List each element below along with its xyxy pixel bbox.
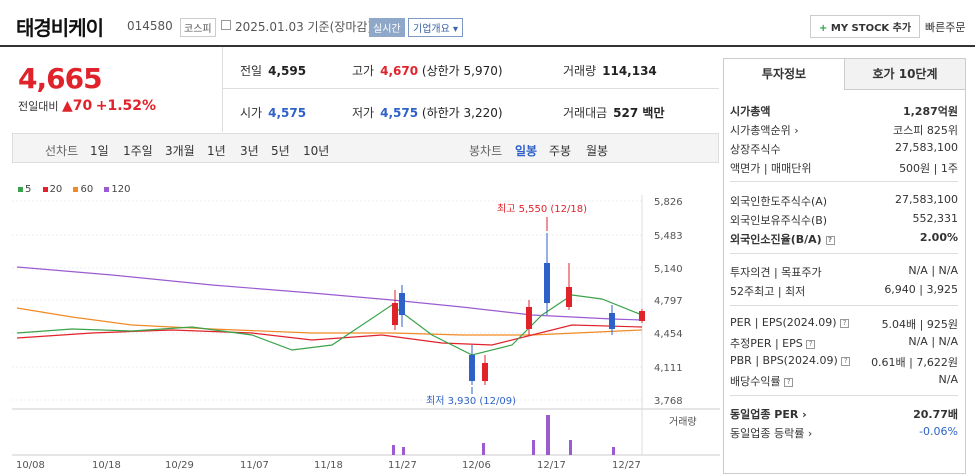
info-row: 외국인보유주식수(B) 552,331 [730,212,958,227]
info-row[interactable]: 동일업종 등락률 › -0.06% [730,425,958,440]
period-1w[interactable]: 1주일 [123,144,153,158]
current-price: 4,665 [18,62,103,95]
mystock-add-button[interactable]: + MY STOCK 추가 [810,15,921,38]
low-annotation: 최저 3,930 (12/09) [426,395,516,407]
candle-weekly[interactable]: 주봉 [549,144,572,158]
info-row: 외국인소진율(B/A) ? 2.00% [730,231,958,246]
candle-chart-label: 봉차트 [469,144,503,158]
info-row[interactable]: 시가총액순위 › 코스피 825위 [730,124,958,137]
svg-text:3,768: 3,768 [654,396,683,407]
info-row: PER | EPS(2024.09) ? 5.04배 | 925원 [730,316,958,331]
info-row: 외국인한도주식수(A) 27,583,100 [730,193,958,208]
legend-ma60: 60 [73,184,93,195]
legend-ma20: 20 [42,184,62,195]
price-change: 전일대비 ▲70 +1.52% [18,98,157,114]
svg-text:11/27: 11/27 [388,460,417,471]
svg-text:4,797: 4,797 [654,296,683,307]
candle-monthly[interactable]: 월봉 [586,144,609,158]
help-icon[interactable]: ? [784,377,794,387]
svg-text:10/29: 10/29 [165,460,194,471]
period-5y[interactable]: 5년 [271,144,290,158]
price-chart[interactable]: 최고 5,550 (12/18) 최저 3,930 (12/09) 5,826 5… [12,195,720,474]
info-row: 액면가 | 매매단위 500원 | 1주 [730,162,958,175]
line-chart-label: 선차트 [45,144,79,158]
svg-text:10/18: 10/18 [92,460,121,471]
prev-close: 전일 4,595 [240,64,307,78]
svg-text:10/08: 10/08 [16,460,45,471]
base-date: 2025.01.03 기준(장마감) [235,20,373,34]
open-price: 시가 4,575 [240,106,307,120]
candle-daily[interactable]: 일봉 [515,144,538,158]
info-row: 52주최고 | 최저 6,940 | 3,925 [730,283,958,298]
divider [730,253,958,254]
divider [222,88,719,89]
period-3m[interactable]: 3개월 [165,144,195,158]
legend-ma120: 120 [104,184,131,195]
high-annotation: 최고 5,550 (12/18) [497,203,587,215]
info-row: 상장주식수 27,583,100 [730,141,958,156]
divider [0,45,975,47]
realtime-button[interactable]: 실시간 [369,18,405,37]
help-icon[interactable]: ? [806,339,816,349]
stock-title: 태경비케이 [16,16,104,40]
info-panel: 투자정보 호가 10단계 시가총액 1,287억원 시가총액순위 › 코스피 825… [723,58,966,474]
low-price: 저가 4,575 (하한가 3,220) [352,106,503,120]
svg-text:4,454: 4,454 [654,329,683,340]
divider [730,395,958,396]
legend-ma5: 5 [18,184,31,195]
tab-order-book[interactable]: 호가 10단계 [844,59,965,90]
info-row: 배당수익률 ? N/A [730,373,958,388]
svg-text:거래량: 거래량 [669,416,697,428]
help-icon[interactable]: ? [825,235,835,245]
header: 태경비케이 014580 코스피 2025.01.03 기준(장마감) 실시간 … [0,0,975,46]
svg-text:11/18: 11/18 [314,460,343,471]
svg-text:4,111: 4,111 [654,363,683,374]
trade-amount: 거래대금 527 백만 [563,106,665,120]
info-row: 투자의견 | 목표주가 N/A | N/A [730,264,958,279]
period-3y[interactable]: 3년 [240,144,259,158]
svg-text:5,483: 5,483 [654,231,683,242]
period-toolbar: 선차트 1일 1주일 3개월 1년 3년 5년 10년 봉차트 일봉 주봉 월봉 [12,133,719,163]
svg-text:12/27: 12/27 [612,460,641,471]
market-badge: 코스피 [180,18,216,37]
quick-order-link[interactable]: 빠른주문 [925,21,966,34]
volume: 거래량 114,134 [563,64,657,78]
plus-icon: + [819,23,831,34]
period-1d[interactable]: 1일 [90,144,109,158]
svg-text:5,826: 5,826 [654,197,683,208]
info-row: 시가총액 1,287억원 [730,105,958,118]
info-row: 추정PER | EPS ? N/A | N/A [730,335,958,350]
info-row[interactable]: 동일업종 PER › 20.77배 [730,408,958,421]
svg-text:11/07: 11/07 [240,460,269,471]
high-price: 고가 4,670 (상한가 5,970) [352,64,503,78]
period-1y[interactable]: 1년 [207,144,226,158]
divider [730,181,958,182]
chart-legend: 5 20 60 120 [18,184,139,195]
company-overview-dropdown[interactable]: 기업개요 ▾ [408,18,463,37]
help-icon[interactable]: ? [840,318,850,328]
info-row: PBR | BPS(2024.09) ? 0.61배 | 7,622원 [730,354,958,369]
stock-code: 014580 [127,19,173,33]
tab-investment-info[interactable]: 투자정보 [724,59,844,90]
calendar-icon [221,20,231,30]
svg-text:12/17: 12/17 [537,460,566,471]
svg-text:12/06: 12/06 [462,460,491,471]
period-10y[interactable]: 10년 [303,144,330,158]
divider [730,305,958,306]
help-icon[interactable]: ? [841,356,851,366]
svg-text:5,140: 5,140 [654,264,683,275]
divider [222,47,223,132]
